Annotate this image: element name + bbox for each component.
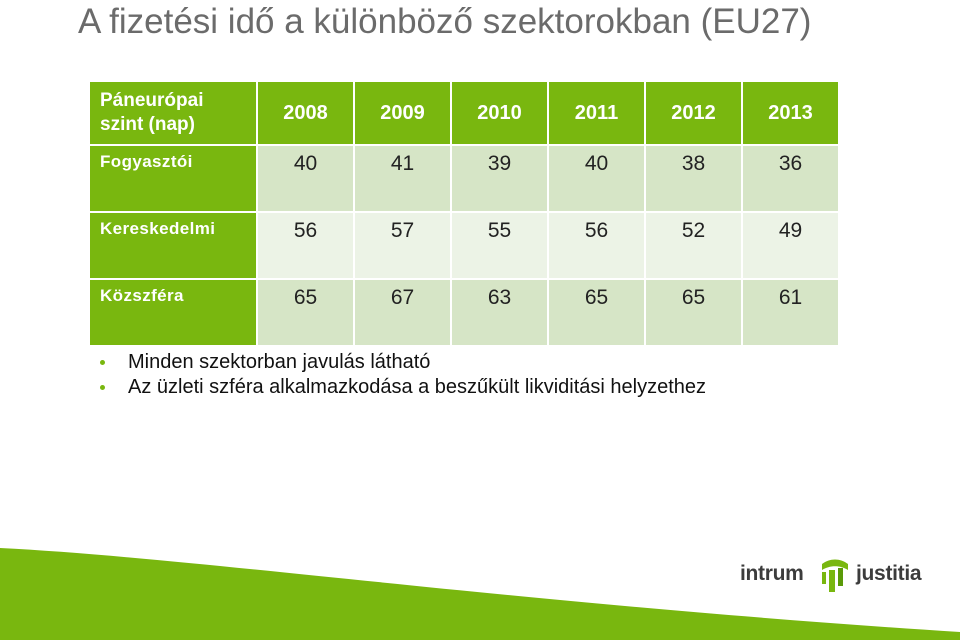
table-header-row: Páneurópai szint (nap) 2008 2009 2010 20… (88, 80, 840, 146)
table-corner-header: Páneurópai szint (nap) (88, 80, 258, 146)
green-wave-decoration (0, 548, 960, 640)
year-header: 2010 (450, 80, 549, 146)
table-cell: 36 (741, 144, 840, 213)
table-cell: 56 (547, 211, 646, 280)
table-cell: 67 (353, 278, 452, 347)
table-cell: 38 (644, 144, 743, 213)
corner-line-1: Páneurópai (100, 90, 204, 111)
table-cell: 49 (741, 211, 840, 280)
table-row: Közszféra 65 67 63 65 65 61 (88, 278, 840, 347)
slide-title: A fizetési idő a különböző szektorokban … (78, 2, 812, 41)
table-cell: 40 (547, 144, 646, 213)
bullet-dot-icon (100, 385, 105, 390)
bullet-dot-icon (100, 360, 105, 365)
logo-mark-icon (822, 559, 848, 592)
row-label: Közszféra (88, 278, 258, 347)
table-row: Kereskedelmi 56 57 55 56 52 49 (88, 211, 840, 280)
table-cell: 61 (741, 278, 840, 347)
table-cell: 56 (256, 211, 355, 280)
payment-time-table: Páneurópai szint (nap) 2008 2009 2010 20… (88, 80, 840, 347)
year-header: 2009 (353, 80, 452, 146)
logo-word-justitia: justitia (856, 562, 922, 585)
table-cell: 65 (644, 278, 743, 347)
year-header: 2012 (644, 80, 743, 146)
year-header: 2013 (741, 80, 840, 146)
row-label: Kereskedelmi (88, 211, 258, 280)
table-cell: 65 (547, 278, 646, 347)
bullet-item: Az üzleti szféra alkalmazkodása a beszűk… (96, 375, 706, 400)
corner-line-2: szint (nap) (100, 114, 195, 135)
bullet-list: Minden szektorban javulás látható Az üzl… (96, 350, 706, 400)
table-row: Fogyasztói 40 41 39 40 38 36 (88, 144, 840, 213)
year-header: 2011 (547, 80, 646, 146)
table-cell: 41 (353, 144, 452, 213)
table-cell: 57 (353, 211, 452, 280)
table-cell: 52 (644, 211, 743, 280)
year-header: 2008 (256, 80, 355, 146)
table-cell: 39 (450, 144, 549, 213)
table-cell: 63 (450, 278, 549, 347)
bullet-item: Minden szektorban javulás látható (96, 350, 706, 375)
bullet-text: Minden szektorban javulás látható (128, 351, 431, 373)
bullet-text: Az üzleti szféra alkalmazkodása a beszűk… (128, 376, 707, 398)
table-cell: 40 (256, 144, 355, 213)
logo-word-intrum: intrum (740, 562, 804, 585)
table-cell: 55 (450, 211, 549, 280)
table-cell: 65 (256, 278, 355, 347)
intrum-justitia-logo: intrum justitia (740, 556, 940, 596)
row-label: Fogyasztói (88, 144, 258, 213)
